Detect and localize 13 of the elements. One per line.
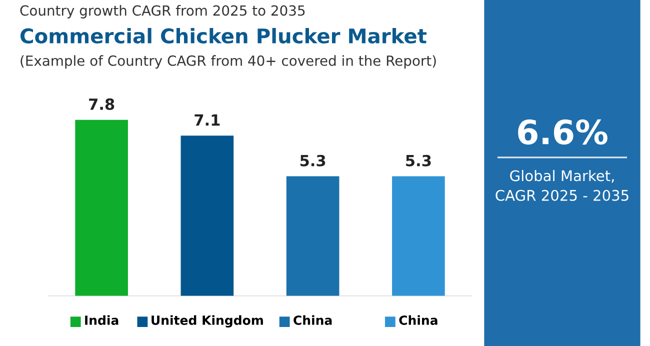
chart-subtitle: Country growth CAGR from 2025 to 2035 xyxy=(20,5,305,18)
x-tick-label: India xyxy=(85,315,118,325)
data-label: 5.3 xyxy=(300,154,326,166)
data-label: 5.3 xyxy=(406,154,431,166)
data-label: 7.8 xyxy=(89,98,114,110)
x-tick-label: China xyxy=(399,315,438,325)
text: 6.6% xyxy=(518,119,608,145)
data-label: 7.1 xyxy=(194,114,220,126)
text: (Example of Country CAGR from 40+ covered in the Report) xyxy=(20,55,436,69)
x-tick-label: China xyxy=(294,315,332,325)
chart-title: Commercial Chicken Plucker Market xyxy=(20,28,427,44)
text: Global Market, CAGR 2025 - 2035 xyxy=(496,170,628,201)
x-tick-label: United Kingdom xyxy=(152,315,263,328)
